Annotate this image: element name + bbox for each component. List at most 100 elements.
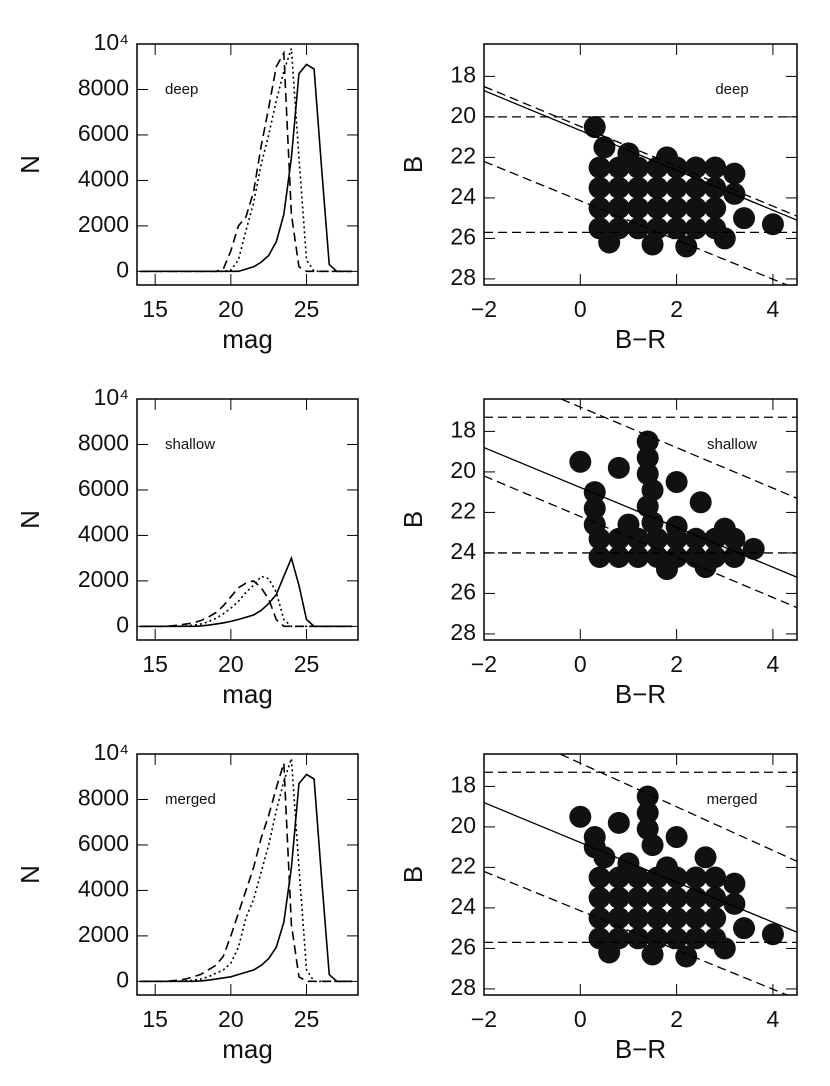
point [684,156,707,179]
y-tick-label: 2000 [78,921,129,947]
point [641,233,664,256]
annotation: merged [165,791,216,808]
point [607,197,630,220]
point [665,197,688,220]
point [627,217,650,240]
point [583,116,606,139]
y-tick-label: 18 [450,61,476,87]
point [641,511,664,534]
series-line [140,555,352,628]
point [684,927,707,950]
point [627,197,650,220]
point [665,176,688,199]
frame [483,43,798,286]
reference-line [484,447,797,578]
point [588,866,611,889]
x-tick-label: 25 [294,1006,320,1032]
y-tick-label: 26 [450,223,476,249]
series-line [140,762,352,983]
x-tick-label: 0 [574,296,587,322]
x-tick-label: 20 [218,651,244,677]
point [627,545,650,568]
point [607,545,630,568]
x-tick-label: −2 [471,1006,497,1032]
point [636,446,659,469]
point [704,866,727,889]
x-tick-label: 4 [767,651,780,677]
y-axis-label: B [398,866,428,883]
x-tick-label: 4 [767,1006,780,1032]
y-tick-label: 22 [450,497,476,523]
point [598,941,621,964]
point [761,923,784,946]
y-tick-label: 26 [450,933,476,959]
point [704,156,727,179]
reference-line [558,754,797,862]
x-tick-label: −2 [471,651,497,677]
y-tick-label: 10⁴ [94,384,129,410]
y-tick-label: 28 [450,974,476,1000]
y-tick-label: 24 [450,538,476,564]
y-axis-label: N [15,510,45,529]
y-tick-label: 6000 [78,475,129,501]
y-axis-label: N [15,865,45,884]
point [655,856,678,879]
point [646,886,669,909]
point [665,471,688,494]
point [627,886,650,909]
y-tick-label: 10⁴ [94,739,129,765]
point [713,517,736,540]
x-tick-label: 2 [670,1006,683,1032]
point [569,805,592,828]
reference-line [484,870,789,995]
y-tick-label: 8000 [78,75,129,101]
y-tick-label: 20 [450,457,476,483]
annotation: shallow [165,436,215,453]
y-axis-label: B [398,511,428,528]
y-tick-label: 2000 [78,211,129,237]
x-tick-label: 20 [218,296,244,322]
point [689,491,712,514]
point [588,156,611,179]
plot-area [484,399,797,609]
y-tick-label: 18 [450,771,476,797]
plot-area [484,85,797,285]
reference-line [484,475,797,609]
y-tick-label: 24 [450,183,476,209]
x-tick-label: 15 [142,296,168,322]
y-tick-label: 4000 [78,165,129,191]
point [607,456,630,479]
point [761,213,784,236]
x-tick-label: 2 [670,296,683,322]
point [636,801,659,824]
x-tick-label: 20 [218,1006,244,1032]
y-tick-label: 20 [450,102,476,128]
plot-area [140,48,352,273]
frame [136,43,359,286]
x-axis-label: mag [222,1034,273,1064]
frame [136,753,359,996]
point [665,515,688,538]
point [641,943,664,966]
series-line [140,773,352,983]
x-tick-label: 15 [142,651,168,677]
frame [483,398,798,641]
point [588,886,611,909]
reference-line [484,85,797,217]
point [713,937,736,960]
point [593,136,616,159]
point [704,197,727,220]
point [646,176,669,199]
point [607,886,630,909]
point [723,162,746,185]
reference-line [559,399,797,499]
point [655,558,678,581]
x-axis-label: B−R [615,1034,666,1064]
x-tick-label: 2 [670,651,683,677]
y-tick-label: 22 [450,142,476,168]
point [607,907,630,930]
